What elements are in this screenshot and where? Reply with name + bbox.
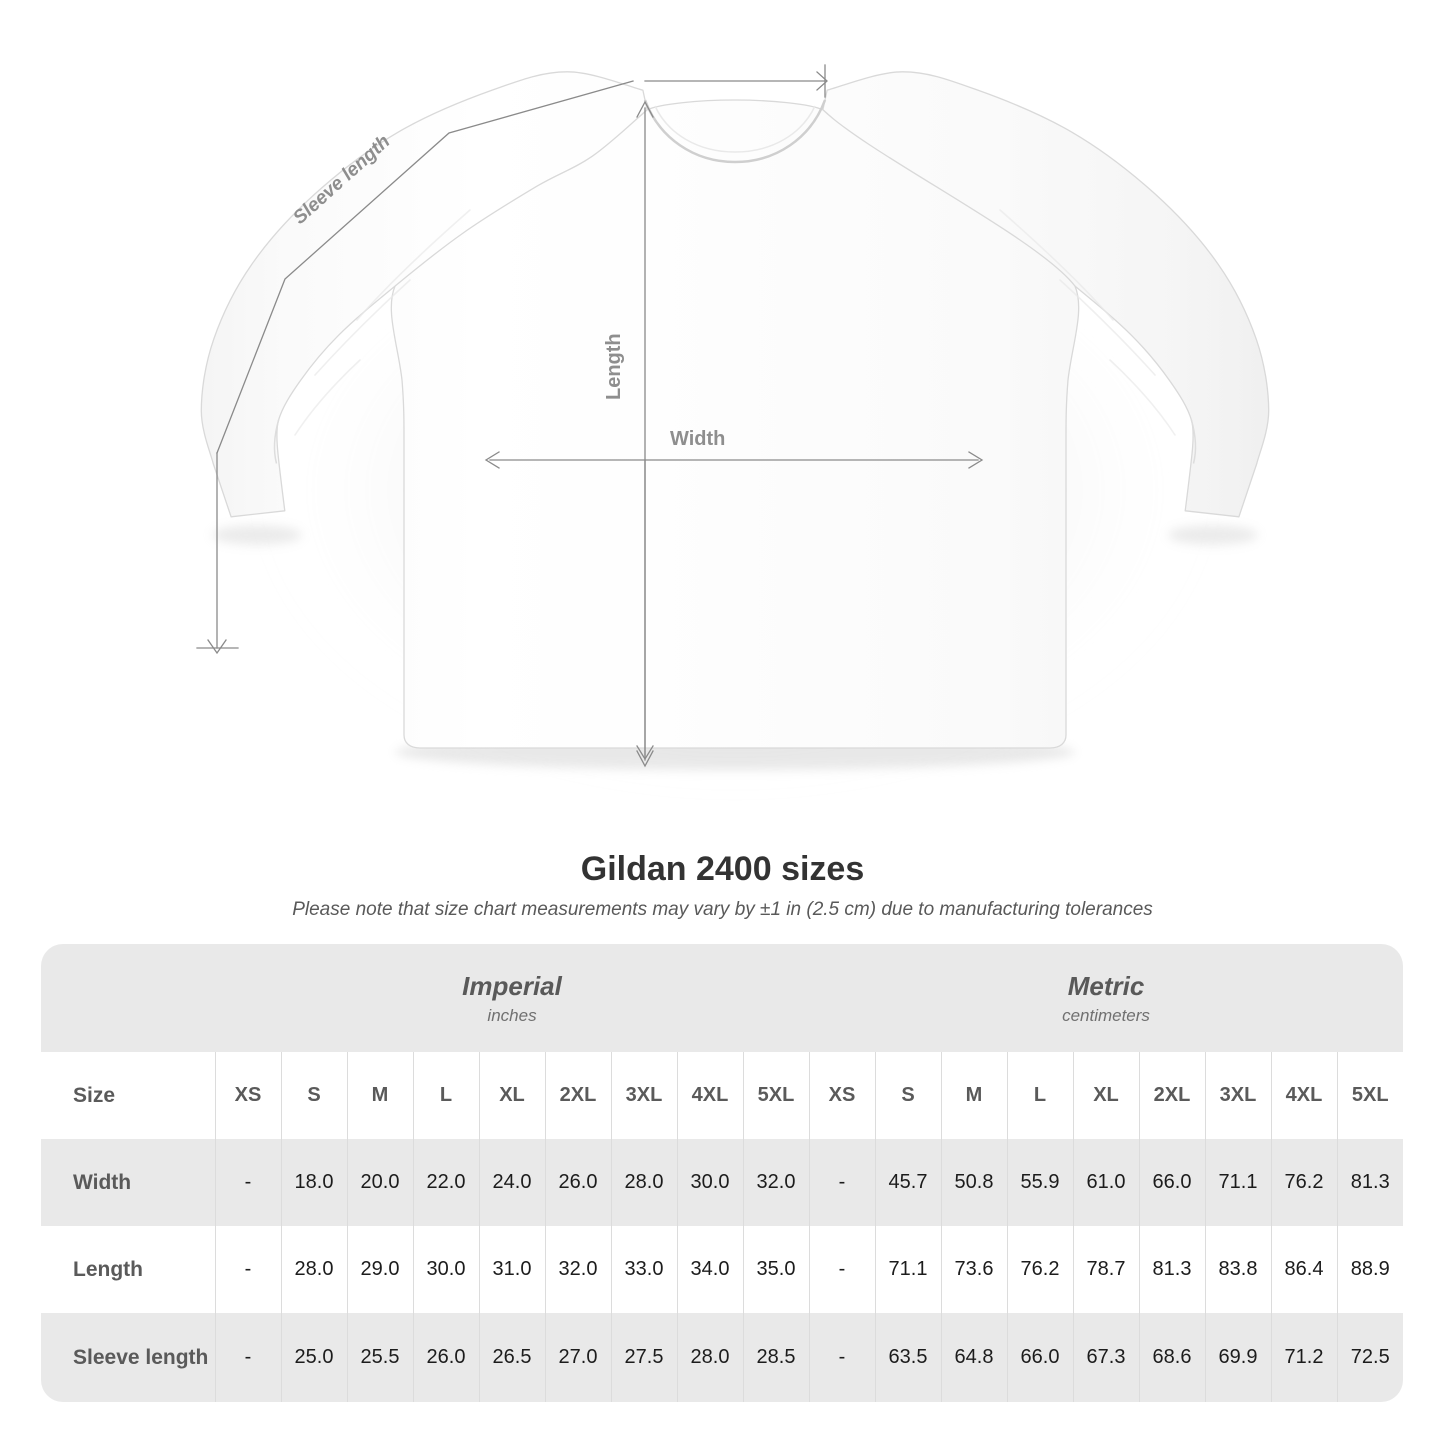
svg-text:Width: Width — [670, 428, 725, 450]
svg-text:Length: Length — [603, 333, 625, 400]
